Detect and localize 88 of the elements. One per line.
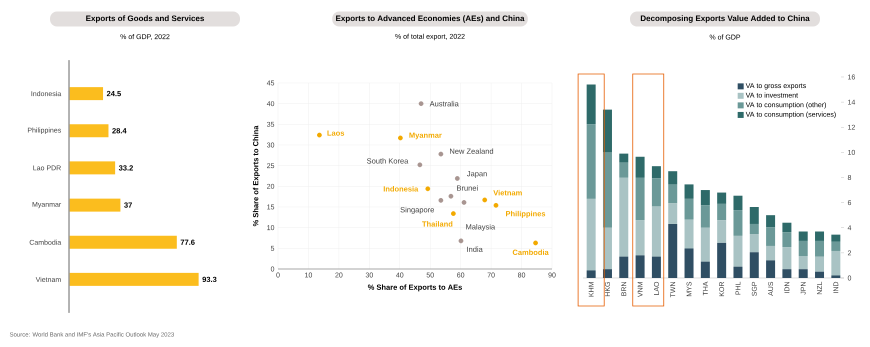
bar bbox=[652, 206, 661, 257]
bar bbox=[668, 203, 678, 224]
point bbox=[317, 132, 322, 138]
bar bbox=[69, 236, 177, 249]
bar bbox=[831, 242, 840, 251]
bar bbox=[69, 272, 199, 286]
point bbox=[482, 198, 488, 202]
bar bbox=[700, 228, 710, 262]
bar bbox=[766, 260, 776, 278]
bar bbox=[766, 215, 776, 228]
bar bbox=[619, 256, 628, 278]
bar bbox=[586, 124, 596, 199]
bar bbox=[700, 190, 710, 206]
point bbox=[450, 211, 456, 216]
point bbox=[494, 202, 498, 208]
bar bbox=[733, 196, 742, 210]
point bbox=[458, 238, 464, 244]
bar bbox=[619, 177, 628, 257]
bar bbox=[831, 234, 840, 242]
chart-title: Decomposing Exports Value Added to China bbox=[640, 15, 810, 23]
bar bbox=[636, 156, 645, 178]
bar bbox=[782, 269, 792, 278]
bar bbox=[636, 177, 645, 220]
bar bbox=[733, 266, 742, 278]
bar bbox=[602, 228, 612, 270]
bar bbox=[750, 234, 759, 252]
bar bbox=[733, 210, 742, 236]
bar bbox=[668, 171, 678, 184]
bar bbox=[717, 204, 726, 220]
bar bbox=[619, 154, 628, 162]
bar bbox=[619, 162, 628, 178]
bar bbox=[798, 232, 808, 241]
chart-title: Exports to Advanced Economies (AEs) and China bbox=[336, 15, 525, 23]
point bbox=[438, 198, 444, 203]
bar bbox=[782, 232, 792, 248]
point bbox=[448, 194, 454, 199]
point bbox=[418, 101, 424, 106]
bar bbox=[717, 242, 726, 278]
bar bbox=[815, 240, 824, 257]
bar bbox=[652, 256, 661, 278]
bar bbox=[668, 224, 678, 278]
bar bbox=[750, 207, 759, 224]
bar bbox=[700, 262, 710, 278]
point bbox=[533, 240, 538, 246]
bar bbox=[586, 84, 596, 124]
bar bbox=[652, 178, 661, 206]
bar bbox=[602, 269, 612, 278]
point bbox=[462, 200, 466, 205]
bar bbox=[602, 110, 612, 152]
bar bbox=[69, 198, 120, 212]
bar bbox=[69, 161, 116, 174]
bar bbox=[831, 275, 840, 278]
bar bbox=[652, 166, 661, 178]
bar bbox=[717, 192, 726, 204]
bar bbox=[733, 236, 742, 267]
point bbox=[417, 162, 422, 168]
bar bbox=[69, 124, 108, 138]
bar bbox=[750, 252, 759, 278]
bar bbox=[782, 222, 792, 232]
bar bbox=[815, 256, 824, 272]
point bbox=[454, 176, 460, 181]
bar bbox=[815, 272, 824, 278]
bar bbox=[684, 198, 694, 220]
bar bbox=[815, 232, 824, 241]
bar bbox=[668, 184, 678, 204]
bar bbox=[750, 224, 759, 234]
bar bbox=[782, 247, 792, 270]
bar bbox=[798, 269, 808, 278]
bar bbox=[69, 87, 104, 100]
bar bbox=[684, 248, 694, 278]
bar bbox=[798, 256, 808, 270]
point bbox=[438, 152, 444, 156]
bar bbox=[831, 250, 840, 276]
bar bbox=[586, 270, 596, 278]
bar bbox=[586, 198, 596, 270]
bar bbox=[766, 246, 776, 260]
bar bbox=[798, 240, 808, 256]
bar bbox=[636, 255, 645, 278]
bar bbox=[684, 220, 694, 248]
bar bbox=[602, 152, 612, 228]
bar bbox=[700, 205, 710, 228]
point bbox=[425, 186, 430, 192]
bar bbox=[717, 220, 726, 243]
chart-title: Exports of Goods and Services bbox=[86, 15, 204, 23]
point bbox=[398, 136, 403, 140]
bar bbox=[684, 184, 694, 199]
bar bbox=[636, 220, 645, 256]
bar bbox=[766, 227, 776, 246]
